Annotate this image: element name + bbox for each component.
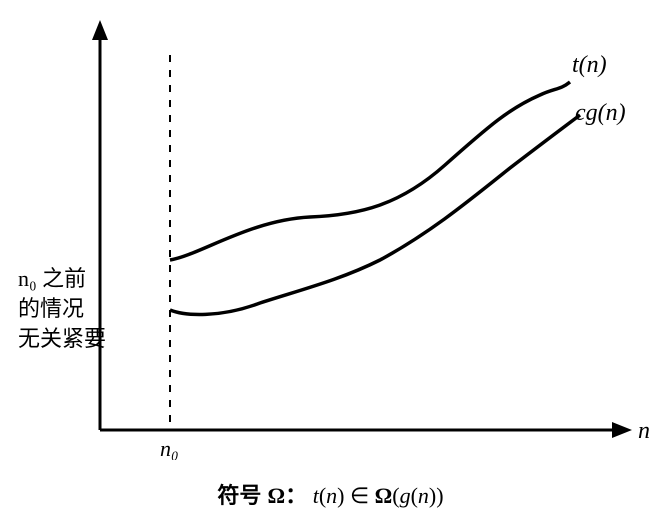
x-axis-arrow bbox=[612, 422, 632, 438]
label-t: t(n) bbox=[572, 52, 607, 78]
curve-t bbox=[170, 82, 570, 260]
caption-n1: n bbox=[326, 483, 337, 508]
axis-label-n: n bbox=[638, 418, 650, 444]
caption-colon: ： bbox=[285, 483, 307, 508]
caption-in: ∈ bbox=[344, 483, 374, 508]
n0-tick-label: n₀ bbox=[160, 436, 179, 460]
caption-po2: ( bbox=[392, 483, 399, 508]
label-cg: cg(n) bbox=[575, 100, 626, 126]
curve-cg bbox=[170, 115, 580, 314]
caption-g: g bbox=[400, 483, 411, 508]
caption-omega-1: Ω bbox=[268, 483, 286, 508]
caption-omega-2: Ω bbox=[375, 483, 393, 508]
y-axis-arrow bbox=[92, 20, 108, 40]
chart-svg: t(n) cg(n) n n₀ n₀ 之前 的情况 无关紧要 bbox=[0, 0, 661, 460]
side-note-line-1: n₀ 之前 bbox=[18, 266, 86, 291]
caption-prefix: 符号 bbox=[217, 483, 267, 508]
caption: 符号 Ω： t(n) ∈ Ω(g(n)) bbox=[0, 478, 661, 510]
caption-pc3: )) bbox=[429, 483, 444, 508]
omega-notation-diagram: t(n) cg(n) n n₀ n₀ 之前 的情况 无关紧要 符号 Ω： t(n… bbox=[0, 0, 661, 525]
side-note-line-2: 的情况 bbox=[18, 296, 84, 321]
caption-po3: ( bbox=[411, 483, 418, 508]
side-note-line-3: 无关紧要 bbox=[18, 326, 106, 351]
caption-n2: n bbox=[418, 483, 429, 508]
